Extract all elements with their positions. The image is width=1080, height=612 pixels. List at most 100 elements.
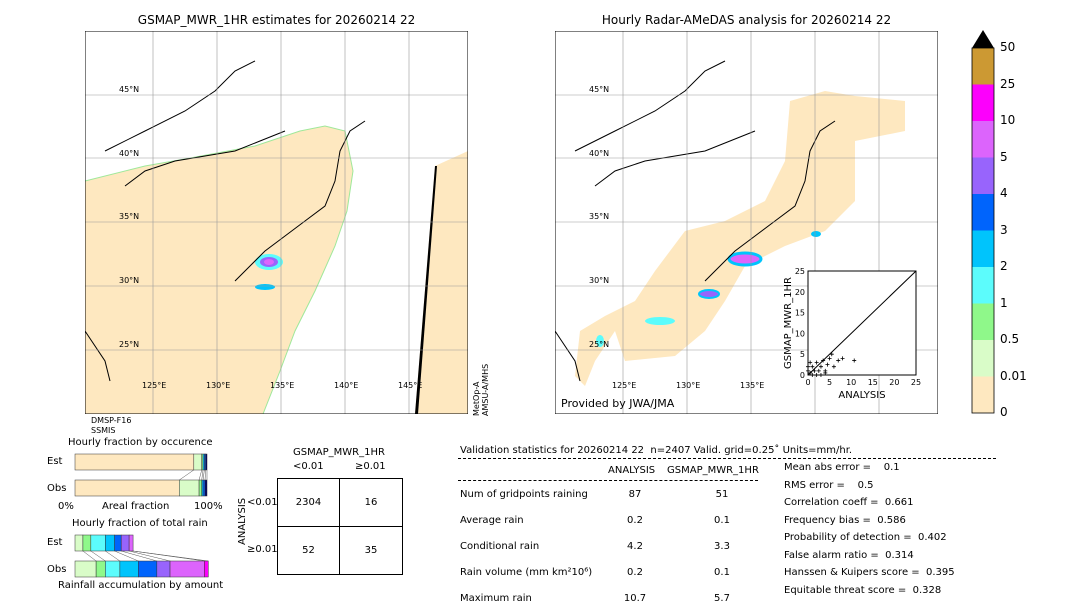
left-rain-area <box>85 125 354 414</box>
col-analysis: ANALYSIS <box>608 465 656 476</box>
stat-gsmap: 0.1 <box>714 515 730 526</box>
rain-fraction-xlabel: Rainfall accumulation by amount <box>58 580 224 591</box>
bar-segment <box>193 453 202 471</box>
scatter-point <box>814 373 819 377</box>
scatter-point <box>806 368 810 373</box>
diagonal-line <box>807 270 917 376</box>
y-tick-label: 25 <box>795 267 805 276</box>
contingency-table: 2304 16 52 35 <box>277 478 403 575</box>
stat-label: Maximum rain <box>460 593 532 604</box>
colorbar-segment <box>972 157 994 194</box>
score: Mean abs error = 0.1 <box>784 462 900 473</box>
stat-label: Average rain <box>460 515 524 526</box>
bar-segment <box>204 560 209 578</box>
lat-label: 25°N <box>119 340 140 349</box>
connector-line <box>105 550 121 562</box>
scatter-point <box>831 364 836 369</box>
bar-segment <box>169 560 205 578</box>
lat-label: 40°N <box>119 149 140 158</box>
stat-analysis: 10.7 <box>623 593 647 604</box>
bar-segment <box>114 534 122 552</box>
bar-segment <box>74 534 84 552</box>
connector-line <box>82 550 97 562</box>
y-tick-label: 5 <box>800 350 805 359</box>
scatter-point <box>852 358 857 363</box>
scatter-point <box>823 370 828 375</box>
scatter-point <box>806 364 810 369</box>
scatter-point <box>825 362 830 367</box>
connector-line <box>129 550 171 562</box>
x-tick-label: 5 <box>827 378 832 387</box>
colorbar-label: 1 <box>1000 295 1008 310</box>
scatter-point <box>812 368 817 373</box>
credit-text: Provided by JWA/JMA <box>561 397 675 410</box>
stat-gsmap: 3.3 <box>714 541 730 552</box>
stat-analysis: 0.2 <box>627 515 643 526</box>
colorbar-segment <box>972 340 994 377</box>
col-header: <0.01 <box>293 461 324 472</box>
cell: 16 <box>340 479 402 527</box>
colorbar-segment <box>972 376 994 413</box>
row-header: <0.01 <box>247 497 278 508</box>
lat-label: 30°N <box>589 276 610 285</box>
scatter-point <box>829 352 834 357</box>
occurrence-bars <box>74 453 208 497</box>
colorbar-label: 3 <box>1000 222 1008 237</box>
bar-segment <box>128 534 134 552</box>
score: Hanssen & Kuipers score = 0.395 <box>784 567 955 578</box>
est-label: Est <box>47 456 63 467</box>
divider <box>458 480 758 481</box>
bar-segment <box>202 479 206 497</box>
x-tick-label: 15 <box>868 378 878 387</box>
colorbar-segment <box>972 230 994 267</box>
connector-line <box>198 469 202 481</box>
swath-edge <box>415 166 437 414</box>
lat-label: 25°N <box>589 340 610 349</box>
lon-label: 130°E <box>206 381 231 390</box>
stats-header: Validation statistics for 20260214 22 n=… <box>460 445 853 456</box>
y-tick-label: 20 <box>795 288 805 297</box>
lon-label: 135°E <box>270 381 295 390</box>
xlabel: Areal fraction <box>102 501 170 512</box>
lon-label: 140°E <box>334 381 359 390</box>
scatter-point <box>818 364 823 369</box>
colorbar-label: 0.01 <box>1000 368 1027 383</box>
sensor-label: DMSP-F16 <box>91 416 132 425</box>
x-tick-label: 0 <box>805 378 810 387</box>
connector-line <box>202 469 205 481</box>
sensor-label: SSMIS <box>91 426 116 435</box>
side-sensor-label: AMSU-A/MHS <box>481 363 490 416</box>
bar-segment <box>138 560 158 578</box>
stat-analysis: 4.2 <box>627 541 643 552</box>
scatter-point <box>840 356 845 361</box>
colorbar-segment <box>972 84 994 121</box>
scatter-ylabel: GSMAP_MWR_1HR <box>783 277 794 369</box>
y-tick-label: 0 <box>800 371 805 380</box>
coastline <box>85 60 366 382</box>
score: False alarm ratio = 0.314 <box>784 549 914 561</box>
y-tick-label: 15 <box>795 309 805 318</box>
lon-label: 125°E <box>142 381 167 390</box>
cell: 52 <box>278 526 340 574</box>
stat-label: Conditional rain <box>460 541 540 552</box>
scatter-plot: 00 5 5 10 10 15 15 20 20 25 25 ANALYSIS GSMAP_MWR_1H… <box>783 267 921 401</box>
y-tick-label: 10 <box>795 329 805 338</box>
score: Equitable threat score = 0.328 <box>784 584 942 596</box>
colorbar-segment <box>972 267 994 304</box>
score: RMS error = 0.5 <box>784 479 874 491</box>
bar-segment <box>95 560 106 578</box>
scatter-point <box>836 358 841 363</box>
bar-segment <box>198 479 202 497</box>
left-map <box>85 31 468 414</box>
obs-label: Obs <box>47 564 67 575</box>
occurrence-title: Hourly fraction by occurence <box>68 437 213 448</box>
colorbar-segment <box>972 194 994 231</box>
connector-line <box>179 469 194 481</box>
stat-gsmap: 51 <box>715 489 729 500</box>
right-map-title: Hourly Radar-AMeDAS analysis for 2026021… <box>601 13 892 27</box>
bar-segment <box>74 453 195 471</box>
row-header: ≥0.01 <box>247 544 278 555</box>
bar-segment <box>179 479 200 497</box>
coastline <box>555 60 836 382</box>
stat-analysis: 0.2 <box>627 567 643 578</box>
